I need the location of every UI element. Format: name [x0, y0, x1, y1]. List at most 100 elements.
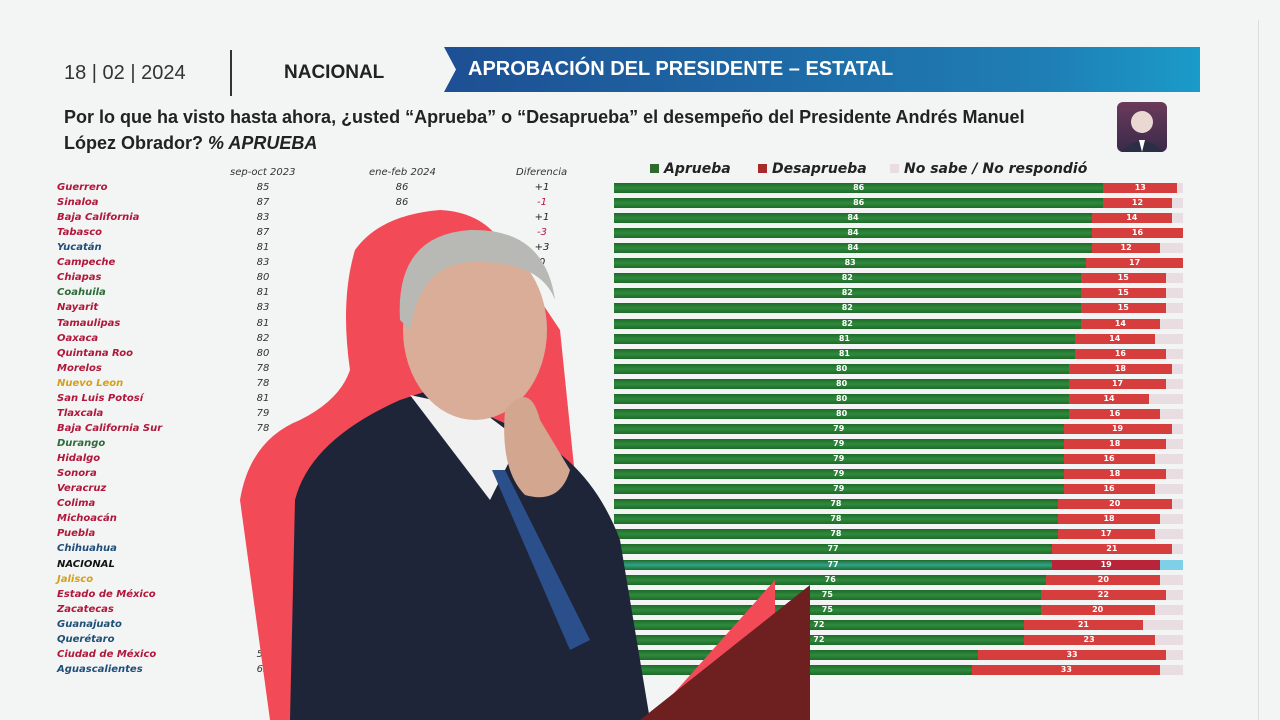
bar-desaprueba: 20 — [1057, 499, 1172, 510]
bar-aprueba: 80 — [614, 408, 1070, 419]
bar-desaprueba: 17 — [1086, 258, 1183, 269]
bar-aprueba: 80 — [614, 378, 1070, 389]
bar-no-sabe — [1143, 619, 1183, 630]
frame-edge — [1258, 20, 1259, 720]
sep-oct-value: 81 — [256, 287, 270, 299]
state-label: Veracruz — [57, 483, 107, 495]
bar-no-sabe — [1154, 604, 1183, 615]
bar-aprueba: 79 — [614, 439, 1064, 450]
bar-aprueba: 81 — [614, 333, 1075, 344]
bar-no-sabe — [1165, 303, 1183, 314]
bar-aprueba: 76 — [614, 574, 1047, 585]
state-label: Ciudad de México — [57, 648, 157, 660]
state-label: Durango — [57, 438, 106, 450]
state-label: Guanajuato — [57, 618, 122, 630]
bar-no-sabe — [1160, 574, 1183, 585]
bar-no-sabe — [1165, 589, 1183, 600]
bar-aprueba: 79 — [614, 469, 1064, 480]
bar-aprueba: 86 — [614, 183, 1104, 193]
sep-oct-value: 83 — [256, 212, 270, 224]
legend-swatch — [650, 164, 659, 173]
bar-no-sabe — [1160, 559, 1183, 570]
state-label: Nuevo Leon — [57, 377, 124, 389]
diferencia-value: +3 — [534, 242, 550, 254]
legend-desaprueba: Desaprueba — [758, 161, 867, 177]
date-label: 18 | 02 | 2024 — [64, 62, 186, 84]
bar-aprueba: 82 — [614, 318, 1081, 329]
diferencia-value: -1 — [537, 197, 547, 209]
bar-desaprueba: 18 — [1063, 469, 1166, 480]
bar-desaprueba: 23 — [1023, 634, 1155, 645]
bar-aprueba: 79 — [614, 484, 1064, 495]
bar-desaprueba: 15 — [1080, 303, 1166, 314]
sep-oct-value: 81 — [256, 317, 270, 329]
sep-oct-value: 87 — [256, 197, 270, 209]
bar-no-sabe — [1160, 243, 1183, 254]
state-label: Sinaloa — [57, 197, 99, 209]
bar-desaprueba: 33 — [978, 649, 1166, 660]
question-suffix: % APRUEBA — [208, 133, 318, 153]
state-label: Campeche — [57, 257, 116, 269]
state-label: Quintana Roo — [57, 347, 133, 359]
bar-no-sabe — [1177, 183, 1183, 193]
wood-podium — [640, 585, 810, 720]
legend-no-sabe: No sabe / No respondió — [890, 161, 1087, 177]
bar-desaprueba: 15 — [1080, 288, 1166, 299]
state-label: Oaxaca — [57, 332, 99, 344]
bar-aprueba: 84 — [614, 228, 1092, 239]
bar-desaprueba: 21 — [1052, 544, 1172, 555]
bar-desaprueba: 13 — [1103, 183, 1178, 193]
state-label: Tabasco — [57, 227, 103, 239]
sep-oct-value: 63 — [256, 663, 270, 675]
scope-label: NACIONAL — [284, 62, 385, 83]
bar-desaprueba: 14 — [1069, 393, 1149, 404]
bar-desaprueba: 16 — [1069, 408, 1161, 419]
bar-no-sabe — [1154, 454, 1183, 465]
bar-aprueba: 78 — [614, 529, 1058, 540]
bar-desaprueba: 18 — [1063, 439, 1166, 450]
bar-desaprueba: 20 — [1046, 574, 1161, 585]
bar-desaprueba: 16 — [1063, 454, 1155, 465]
state-label: Nayarit — [57, 302, 99, 314]
bar-desaprueba: 33 — [972, 664, 1161, 675]
col-header-sep-oct: sep-oct 2023 — [230, 167, 296, 178]
bar-desaprueba: 14 — [1080, 318, 1161, 329]
state-label: Zacatecas — [57, 603, 114, 615]
sep-oct-value: 78 — [256, 362, 270, 374]
ene-feb-value: 86 — [395, 197, 409, 209]
bar-no-sabe — [1171, 423, 1183, 434]
state-label: Baja California — [57, 212, 140, 224]
state-label: NACIONAL — [57, 558, 115, 570]
bar-no-sabe — [1165, 469, 1183, 480]
legend-aprueba: Aprueba — [650, 161, 731, 177]
bar-aprueba: 80 — [614, 393, 1070, 404]
state-label: Hidalgo — [57, 453, 101, 465]
bar-aprueba: 79 — [614, 454, 1064, 465]
bar-no-sabe — [1171, 363, 1183, 374]
sep-oct-value: 83 — [256, 257, 270, 269]
bar-no-sabe — [1165, 378, 1183, 389]
bar-aprueba: 80 — [614, 363, 1070, 374]
state-label: Tamaulipas — [57, 317, 121, 329]
state-label: Chihuahua — [57, 543, 117, 555]
bar-no-sabe — [1171, 499, 1183, 510]
bar-no-sabe — [1160, 664, 1183, 675]
bar-aprueba: 84 — [614, 243, 1092, 254]
bar-aprueba: 82 — [614, 288, 1081, 299]
bar-desaprueba: 19 — [1052, 559, 1161, 570]
bar-aprueba: 79 — [614, 423, 1064, 434]
state-label: Querétaro — [57, 633, 115, 645]
tie — [492, 470, 590, 650]
bar-desaprueba: 22 — [1040, 589, 1166, 600]
bar-desaprueba: 18 — [1069, 363, 1172, 374]
bar-no-sabe — [1165, 273, 1183, 284]
sep-oct-value: 82 — [256, 332, 270, 344]
bar-aprueba: 81 — [614, 348, 1075, 359]
bar-aprueba: 77 — [614, 559, 1053, 570]
bar-desaprueba: 14 — [1091, 213, 1172, 224]
state-label: Guerrero — [57, 182, 108, 193]
chart-title: APROBACIÓN DEL PRESIDENTE – ESTATAL — [468, 58, 894, 80]
bar-no-sabe — [1154, 333, 1183, 344]
head — [403, 240, 547, 420]
bar-no-sabe — [1165, 439, 1183, 450]
